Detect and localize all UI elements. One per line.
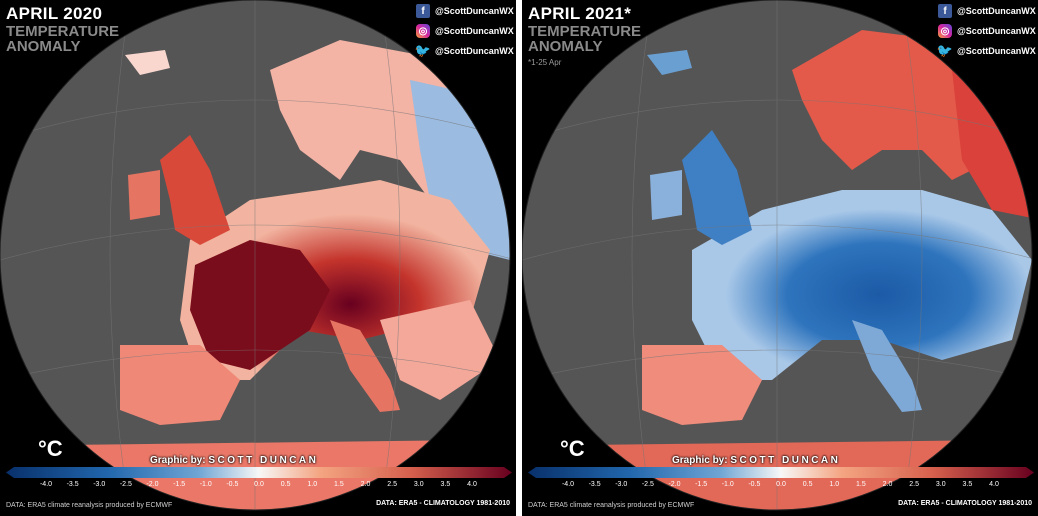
- colorbar-tick-label: -3.5: [588, 481, 601, 488]
- social-facebook[interactable]: f @ScottDuncanWX: [938, 4, 1036, 18]
- colorbar-tick-label: -2.0: [146, 481, 159, 488]
- instagram-icon: ◎: [938, 24, 952, 38]
- colorbar: [528, 467, 1034, 478]
- uk-region: [160, 135, 230, 245]
- colorbar-tick-label: 3.0: [935, 481, 946, 488]
- iceland-region: [647, 50, 692, 75]
- facebook-icon: f: [416, 4, 430, 18]
- panel-title: APRIL 2020: [6, 4, 103, 23]
- colorbar-tick-label: -3.0: [93, 481, 106, 488]
- colorbar-tick-label: -3.0: [615, 481, 628, 488]
- iberia-region: [120, 345, 240, 425]
- social-instagram[interactable]: ◎ @ScottDuncanWX: [416, 24, 514, 38]
- iceland-region: [125, 50, 170, 75]
- social-twitter[interactable]: 🐦 @ScottDuncanWX: [936, 43, 1036, 58]
- panel-subtitle: TEMPERATURE ANOMALY: [528, 23, 642, 55]
- colorbar-tick-label: 0.0: [776, 481, 786, 488]
- colorbar-tick-label: 3.0: [413, 481, 424, 488]
- colorbar-tick-label: 2.5: [387, 481, 397, 488]
- colorbar-tick-label: -3.5: [66, 481, 79, 488]
- ireland-region: [128, 170, 160, 220]
- panel-note: *1-25 Apr: [528, 58, 562, 67]
- colorbar-tick-label: 1.0: [829, 481, 840, 488]
- social-twitter[interactable]: 🐦 @ScottDuncanWX: [414, 43, 514, 58]
- ireland-region: [650, 170, 682, 220]
- colorbar-tick-label: 2.5: [909, 481, 919, 488]
- globe-map: [0, 0, 511, 511]
- map-panel-april-2021: APRIL 2021* TEMPERATURE ANOMALY *1-25 Ap…: [522, 0, 1038, 516]
- social-facebook[interactable]: f @ScottDuncanWX: [416, 4, 514, 18]
- iberia-region: [642, 345, 762, 425]
- instagram-handle: @ScottDuncanWX: [435, 26, 514, 36]
- graphic-credit: Graphic by: SCOTT DUNCAN: [672, 455, 840, 466]
- twitter-handle: @ScottDuncanWX: [435, 46, 514, 56]
- colorbar-tick-label: 3.5: [440, 481, 451, 488]
- data-climatology: DATA: ERA5 - CLIMATOLOGY 1981-2010: [898, 500, 1032, 507]
- uk-region: [682, 130, 752, 245]
- globe-map: [522, 0, 1033, 511]
- colorbar-tick-label: -2.0: [668, 481, 681, 488]
- scandinavia-region: [270, 40, 470, 200]
- credit-name: SCOTT DUNCAN: [208, 455, 319, 466]
- colorbar-tick-label: 0.5: [802, 481, 813, 488]
- facebook-icon: f: [938, 4, 952, 18]
- italy-region: [330, 320, 400, 412]
- unit-label: °C: [560, 436, 585, 461]
- twitter-icon: 🐦: [936, 43, 954, 58]
- instagram-handle: @ScottDuncanWX: [957, 26, 1036, 36]
- credit-prefix: Graphic by:: [672, 455, 728, 466]
- data-source: DATA: ERA5 climate reanalysis produced b…: [528, 502, 695, 509]
- colorbar-tick-label: 2.0: [360, 481, 371, 488]
- data-source: DATA: ERA5 climate reanalysis produced b…: [6, 502, 173, 509]
- colorbar-ticks: -4.0 -3.5 -3.0 -2.5 -2.0 -1.5 -1.0 -0.5 0.0 0.5 1.…: [528, 481, 1034, 491]
- facebook-handle: @ScottDuncanWX: [957, 6, 1036, 16]
- france-region: [190, 240, 330, 370]
- colorbar-tick-label: -4.0: [561, 481, 575, 488]
- colorbar-tick-label: -0.5: [748, 481, 761, 488]
- instagram-icon: ◎: [416, 24, 430, 38]
- twitter-icon: 🐦: [414, 43, 432, 58]
- italy-region: [852, 320, 922, 412]
- credit-name: SCOTT DUNCAN: [730, 455, 841, 466]
- colorbar-tick-label: 0.5: [280, 481, 291, 488]
- colorbar-tick-label: 1.5: [334, 481, 344, 488]
- social-instagram[interactable]: ◎ @ScottDuncanWX: [938, 24, 1036, 38]
- graphic-credit: Graphic by: SCOTT DUNCAN: [150, 455, 318, 466]
- colorbar-tick-label: -1.0: [721, 481, 734, 488]
- colorbar-tick-label: 0.0: [254, 481, 264, 488]
- colorbar: [6, 467, 512, 478]
- colorbar-tick-label: 3.5: [962, 481, 973, 488]
- colorbar-tick-label: 4.0: [989, 481, 999, 488]
- facebook-handle: @ScottDuncanWX: [435, 6, 514, 16]
- colorbar-tick-label: 4.0: [467, 481, 477, 488]
- colorbar-ticks: -4.0 -3.5 -3.0 -2.5 -2.0 -1.5 -1.0 -0.5 0.0 0.5 1.…: [6, 481, 512, 491]
- panel-subtitle: TEMPERATURE ANOMALY: [6, 23, 120, 55]
- data-climatology: DATA: ERA5 - CLIMATOLOGY 1981-2010: [376, 500, 510, 507]
- twitter-handle: @ScottDuncanWX: [957, 46, 1036, 56]
- unit-label: °C: [38, 436, 63, 461]
- colorbar-tick-label: -2.5: [641, 481, 654, 488]
- colorbar-tick-label: -1.5: [173, 481, 186, 488]
- colorbar-tick-label: -1.0: [199, 481, 212, 488]
- colorbar-tick-label: 2.0: [882, 481, 893, 488]
- credit-prefix: Graphic by:: [150, 455, 206, 466]
- colorbar-tick-label: -0.5: [226, 481, 239, 488]
- panel-title: APRIL 2021*: [528, 4, 632, 23]
- colorbar-tick-label: -4.0: [39, 481, 53, 488]
- map-panel-april-2020: APRIL 2020 TEMPERATURE ANOMALY f @ScottD…: [0, 0, 516, 516]
- colorbar-tick-label: -2.5: [119, 481, 132, 488]
- colorbar-tick-label: 1.5: [856, 481, 866, 488]
- colorbar-tick-label: 1.0: [307, 481, 318, 488]
- colorbar-tick-label: -1.5: [695, 481, 708, 488]
- balkans-region: [380, 300, 500, 400]
